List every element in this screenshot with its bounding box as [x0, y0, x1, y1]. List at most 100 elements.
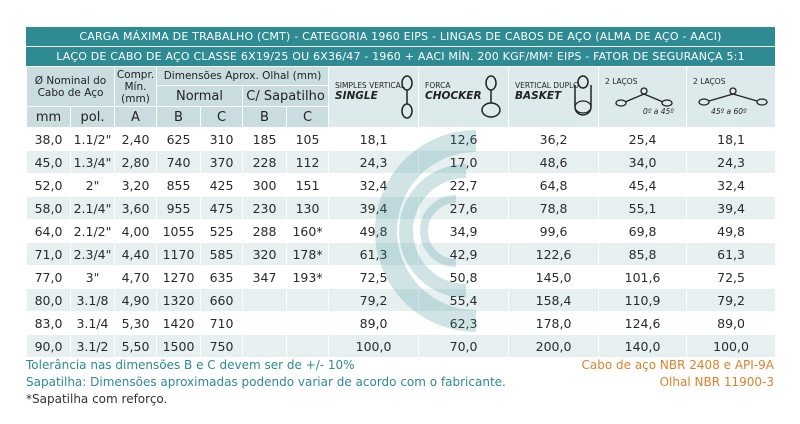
cell-mm: 52,0 [26, 173, 71, 197]
sapatilha-note: Sapatilha: Dimensões aproximadas podendo… [26, 375, 506, 389]
cell-mm: 83,0 [26, 311, 71, 335]
cell-two60: 72,5 [686, 265, 777, 289]
choker-top-label: FORCA [425, 81, 451, 90]
cell-a: 4,70 [114, 265, 157, 289]
cell-single: 89,0 [328, 311, 420, 335]
cell-basket: 78,8 [508, 196, 600, 220]
cell-choker: 27,6 [418, 196, 510, 220]
cell-c: 660 [200, 288, 243, 312]
cell-sb: 230 [242, 196, 287, 220]
cell-pol: 2" [70, 173, 115, 197]
spec-sheet: CARGA MÁXIMA DE TRABALHO (CMT) - CATEGOR… [26, 27, 777, 358]
table-row: 80,0 3.1/8 4,90 1320 660 79,2 55,4 158,4 110,9 79… [26, 288, 777, 312]
table-row: 77,0 3" 4,70 1270 635 347 193* 72,5 50,8 145,0 101… [26, 265, 777, 289]
header-two-legs-60: 2 LAÇOS 45º a 60º [686, 66, 777, 128]
cell-sc: 105 [285, 127, 330, 151]
cell-c: 585 [200, 242, 243, 266]
cell-mm: 80,0 [26, 288, 71, 312]
cell-single: 24,3 [328, 150, 420, 174]
header-sapatilho: C/ Sapatilho [241, 85, 330, 107]
header-b2: B [242, 106, 287, 128]
two45-top-label: 2 LAÇOS [605, 77, 638, 86]
two-legs-60-icon [698, 87, 768, 106]
cell-sc [285, 334, 330, 358]
cell-basket: 178,0 [508, 311, 600, 335]
header-mm: mm [26, 106, 71, 128]
cell-pol: 1.3/4" [70, 150, 115, 174]
table-row: 52,0 2" 3,20 855 425 300 151 32,4 22,7 64,8 45,4 32… [26, 173, 777, 197]
cell-mm: 58,0 [26, 196, 71, 220]
cell-a: 5,30 [114, 311, 157, 335]
cell-two60: 79,2 [686, 288, 777, 312]
cell-pol: 3.1/8 [70, 288, 115, 312]
cell-c: 635 [200, 265, 243, 289]
cell-mm: 38,0 [26, 127, 71, 151]
cell-pol: 3.1/4 [70, 311, 115, 335]
cell-a: 3,60 [114, 196, 157, 220]
basket-sling-icon [574, 75, 592, 116]
cell-c: 750 [200, 334, 243, 358]
basket-top-label: VERTICAL DUPLO [515, 81, 579, 90]
cell-basket: 36,2 [508, 127, 600, 151]
two-legs-45-icon [615, 87, 673, 107]
cell-choker: 50,8 [418, 265, 510, 289]
choker-sling-icon [481, 75, 501, 118]
cell-a: 4,90 [114, 288, 157, 312]
cell-a: 5,50 [114, 334, 157, 358]
cell-b: 1420 [156, 311, 201, 335]
cell-choker: 62,3 [418, 311, 510, 335]
cell-two60: 61,3 [686, 242, 777, 266]
table-title: CARGA MÁXIMA DE TRABALHO (CMT) - CATEGOR… [26, 27, 775, 47]
cell-sb: 300 [242, 173, 287, 197]
cell-b: 1270 [156, 265, 201, 289]
header-nominal: Ø Nominal do Cabo de Aço [26, 66, 115, 107]
cell-b: 1320 [156, 288, 201, 312]
choker-label: CHOCKER [425, 90, 482, 102]
cell-a: 4,40 [114, 242, 157, 266]
cell-two60: 89,0 [686, 311, 777, 335]
cell-two60: 39,4 [686, 196, 777, 220]
cell-b: 1170 [156, 242, 201, 266]
two60-angle-label: 45º a 60º [711, 107, 747, 116]
cell-c: 425 [200, 173, 243, 197]
cell-b: 625 [156, 127, 201, 151]
reinforced-note: *Sapatilha com reforço. [26, 392, 168, 406]
cell-sc: 130 [285, 196, 330, 220]
basket-label: BASKET [515, 90, 562, 102]
cell-pol: 3" [70, 265, 115, 289]
table-row: 58,0 2.1/4" 3,60 955 475 230 130 39,4 27,6 78,8 55… [26, 196, 777, 220]
cell-sb: 347 [242, 265, 287, 289]
header-a: A [114, 106, 157, 128]
table-row: 64,0 2.1/2" 4,00 1055 525 288 160* 49,8 34,9 99,6… [26, 219, 777, 243]
cell-two45: 101,6 [598, 265, 688, 289]
cell-a: 2,80 [114, 150, 157, 174]
cell-b: 955 [156, 196, 201, 220]
single-sling-icon [401, 75, 413, 119]
cell-single: 79,2 [328, 288, 420, 312]
cell-pol: 2.3/4" [70, 242, 115, 266]
cell-two45: 85,8 [598, 242, 688, 266]
cell-c: 370 [200, 150, 243, 174]
cell-b: 1055 [156, 219, 201, 243]
cell-basket: 48,6 [508, 150, 600, 174]
cell-c: 310 [200, 127, 243, 151]
cell-choker: 12,6 [418, 127, 510, 151]
cell-mm: 45,0 [26, 150, 71, 174]
single-top-label: SIMPLES VERTICAL [335, 81, 405, 90]
table-row: 71,0 2.3/4" 4,40 1170 585 320 178* 61,3 42,9 122,… [26, 242, 777, 266]
header-two-legs-45: 2 LAÇOS 0º a 45º [598, 66, 688, 128]
cell-sb: 228 [242, 150, 287, 174]
table-row: 90,0 3.1/2 5,50 1500 750 100,0 70,0 200,0 140,0 1… [26, 334, 777, 358]
table-row: 45,0 1.3/4" 2,80 740 370 228 112 24,3 17,0 48,6 34… [26, 150, 777, 174]
footer-notes: Tolerância nas dimensões B e C devem ser… [26, 357, 506, 408]
cell-c: 475 [200, 196, 243, 220]
cell-single: 18,1 [328, 127, 420, 151]
cell-single: 39,4 [328, 196, 420, 220]
table-container: Ø Nominal do Cabo de Aço Compr. Mín. (mm… [26, 66, 777, 358]
cell-single: 32,4 [328, 173, 420, 197]
header-choker: FORCA CHOCKER [418, 66, 510, 128]
table-row: 38,0 1.1/2" 2,40 625 310 185 105 18,1 12,6 36,2 25… [26, 127, 777, 151]
cell-b: 1500 [156, 334, 201, 358]
cell-sb: 320 [242, 242, 287, 266]
cell-basket: 122,6 [508, 242, 600, 266]
